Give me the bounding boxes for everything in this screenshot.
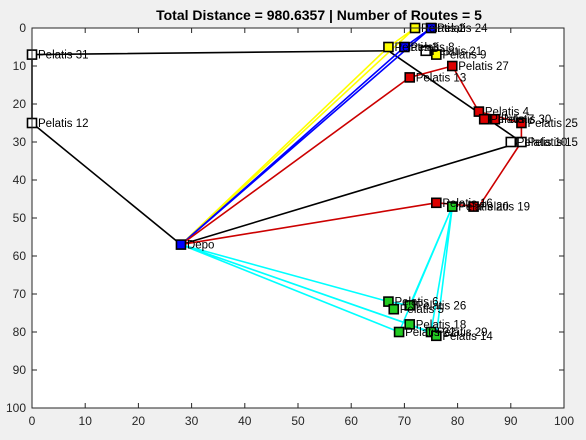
x-tick-label: 30 xyxy=(185,414,199,428)
customer-label: Pelatis 20 xyxy=(458,202,509,214)
x-tick-label: 80 xyxy=(451,414,465,428)
customer-label: Pelatis 8 xyxy=(410,42,454,54)
route-line-2 xyxy=(180,27,416,246)
y-axis: 0 10 20 30 40 50 60 70 80 90 100 xyxy=(6,21,564,415)
x-tick-label: 50 xyxy=(291,414,305,428)
x-tick-label: 100 xyxy=(554,414,574,428)
customer-marker xyxy=(505,136,517,148)
customer-label: Pelatis 22 xyxy=(405,327,456,339)
customer-marker xyxy=(383,41,394,53)
customer-marker xyxy=(446,201,458,212)
customer-marker xyxy=(431,330,442,342)
customer-label: Pelatis 30 xyxy=(501,114,552,126)
customer-label: Pelatis 18 xyxy=(416,319,467,331)
customer-label: Pelatis 10 xyxy=(517,137,568,149)
y-tick-label: 60 xyxy=(13,249,27,263)
customer-marker xyxy=(489,113,501,125)
customer-label: Pelatis 12 xyxy=(38,118,89,130)
y-tick-label: 20 xyxy=(13,97,27,111)
x-axis: 0 10 20 30 40 50 60 70 80 90 100 xyxy=(29,28,574,428)
customer-label: Pelatis 29 xyxy=(437,327,488,339)
customer-marker xyxy=(420,45,431,57)
x-tick-label: 20 xyxy=(132,414,146,428)
customer-label: Pelatis 16 xyxy=(442,198,493,210)
x-tick-label: 70 xyxy=(398,414,412,428)
customer-marker xyxy=(393,326,405,338)
customer-label: Pelatis 19 xyxy=(480,202,531,214)
y-tick-label: 30 xyxy=(13,135,27,149)
route-line-3 xyxy=(180,27,432,246)
customer-marker xyxy=(383,296,394,307)
customer-label: Pelatis 2 xyxy=(421,23,465,35)
customer-marker xyxy=(468,201,479,212)
y-tick-label: 80 xyxy=(13,325,27,339)
chart-title: Total Distance = 980.6357 | Number of Ro… xyxy=(156,7,482,23)
y-tick-label: 90 xyxy=(13,363,27,377)
customer-label: Pelatis 27 xyxy=(458,61,509,73)
customer-marker xyxy=(431,49,442,60)
customer-marker xyxy=(516,117,527,129)
customer-label: Pelatis 31 xyxy=(38,50,89,62)
customer-label: Pelatis 6 xyxy=(394,297,438,309)
customer-label: Pelatis 14 xyxy=(442,331,493,343)
y-tick-label: 50 xyxy=(13,211,27,225)
customer-label: Pelatis 26 xyxy=(416,300,467,312)
customer-marker xyxy=(473,106,485,117)
customer-marker xyxy=(399,41,410,53)
x-tick-label: 40 xyxy=(238,414,252,428)
depot-marker xyxy=(175,239,187,250)
x-tick-label: 90 xyxy=(504,414,518,428)
y-tick-label: 0 xyxy=(19,21,26,35)
customer-label: Pelatis 3 xyxy=(394,42,438,54)
customer-label: Pelatis 9 xyxy=(442,50,486,62)
x-tick-label: 60 xyxy=(345,414,359,428)
customer-marker xyxy=(446,60,458,72)
y-tick-label: 70 xyxy=(13,287,27,301)
plot-area xyxy=(32,28,564,408)
customer-marker xyxy=(516,136,527,148)
route-line-1 xyxy=(31,49,523,246)
customer-label: Pelatis 13 xyxy=(416,72,467,84)
customer-label: Pelatis 25 xyxy=(527,118,578,130)
y-tick-label: 40 xyxy=(13,173,27,187)
customer-label: Pelatis 4 xyxy=(485,107,530,119)
customer-marker xyxy=(404,72,416,83)
y-tick-label: 10 xyxy=(13,59,27,73)
x-tick-label: 0 xyxy=(29,414,36,428)
customer-marker xyxy=(404,300,416,311)
customer-label: Pelatis 24 xyxy=(437,23,488,35)
x-tick-label: 10 xyxy=(79,414,93,428)
customer-marker xyxy=(404,319,416,330)
customer-label: Pelatis 7 xyxy=(490,114,534,126)
y-tick-label: 100 xyxy=(6,401,26,415)
customer-label: Pelatis 21 xyxy=(432,46,483,58)
customer-label: Pelatis 15 xyxy=(527,137,578,149)
customer-marker xyxy=(388,303,400,315)
customer-marker xyxy=(431,197,442,209)
depot-label: Depo xyxy=(187,240,215,252)
customer-label: Pelatis 5 xyxy=(400,304,444,316)
customer-marker xyxy=(478,113,490,125)
